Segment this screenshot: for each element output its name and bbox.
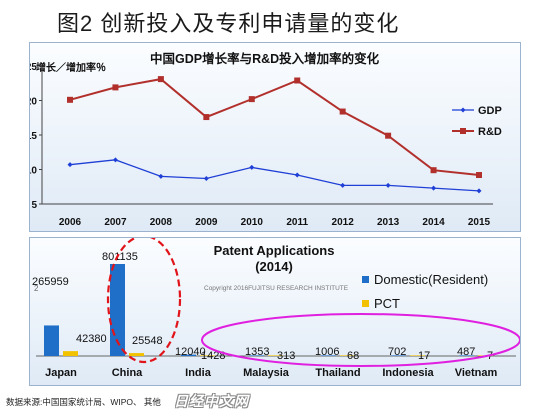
- data-label-pct: 68: [347, 350, 359, 362]
- data-label-domestic: 487: [457, 346, 475, 358]
- x-tick-label: Malaysia: [243, 367, 290, 379]
- rd-point: [248, 96, 255, 103]
- x-tick-label: 2007: [104, 217, 127, 228]
- x-tick-label: 2009: [195, 217, 218, 228]
- x-tick-label: China: [112, 367, 143, 379]
- y-tick-label: 5: [31, 200, 37, 211]
- legend-label-pct: PCT: [374, 296, 400, 311]
- x-tick-label: Vietnam: [455, 367, 498, 379]
- x-tick-label: 2011: [286, 217, 308, 228]
- bar-pct: [410, 355, 425, 356]
- rd-point: [203, 114, 210, 121]
- legend-swatch-domestic: [362, 276, 369, 283]
- bar-pct: [268, 355, 283, 356]
- asia-highlight-ellipse: [201, 313, 520, 367]
- data-label-domestic: 12040: [175, 346, 206, 358]
- watermark-logo: 日经中文网: [174, 393, 249, 409]
- axis-mark: 2: [34, 284, 39, 293]
- data-label-pct: 25548: [132, 335, 163, 347]
- bar-pct: [129, 353, 144, 356]
- rd-point: [157, 76, 164, 83]
- rd-point: [476, 172, 482, 179]
- legend-marker: [460, 128, 466, 134]
- data-label-domestic: 265959: [32, 276, 69, 288]
- y-axis-label: 增长／增加率％: [36, 61, 106, 74]
- series-line-rd: [69, 78, 480, 177]
- data-label-pct: 1428: [201, 350, 225, 362]
- series-line-gdp: [69, 159, 480, 192]
- data-label-pct: 313: [277, 350, 295, 362]
- y-tick-label: 10: [30, 166, 37, 177]
- china-highlight-ellipse: [106, 238, 182, 364]
- gdp-point: [67, 162, 73, 168]
- x-tick-label: 2010: [241, 217, 264, 228]
- data-label-domestic: 702: [388, 346, 406, 358]
- rd-point: [112, 84, 119, 91]
- bar-pct: [340, 355, 355, 356]
- x-tick-label: Japan: [45, 367, 77, 379]
- legend-swatch-pct: [362, 300, 369, 307]
- y-tick-label: 25: [30, 62, 37, 73]
- x-tick-label: 2006: [59, 217, 82, 228]
- x-tick-label: 2012: [332, 217, 355, 228]
- gdp-point: [476, 188, 482, 194]
- data-label-pct: 42380: [76, 333, 107, 345]
- legend-marker: [460, 107, 466, 113]
- data-label-domestic: 801135: [102, 251, 138, 263]
- x-tick-label: 2014: [422, 217, 445, 228]
- bar-domestic: [321, 355, 336, 356]
- copyright-note: Copyright 2016FUJITSU RESEARCH INSTITUTE: [204, 285, 349, 292]
- bar-domestic: [44, 325, 59, 356]
- gdp-point: [431, 185, 437, 191]
- data-label-pct: 17: [418, 350, 430, 362]
- line-chart-title: 中国GDP增长率与R&D投入增加率的变化: [150, 51, 380, 66]
- x-tick-label: 2015: [468, 217, 491, 228]
- x-tick-label: 2008: [150, 217, 173, 228]
- bar-chart: Patent Applications(2014) Copyright 2016F…: [32, 238, 520, 379]
- gdp-point: [112, 157, 118, 163]
- page-title: 图2 创新投入及专利申请量的变化: [57, 11, 400, 36]
- data-label-domestic: 1006: [315, 346, 339, 358]
- gdp-point: [203, 175, 209, 181]
- gdp-point: [249, 164, 255, 170]
- x-tick-label: Thailand: [315, 367, 360, 379]
- bar-domestic: [249, 355, 264, 356]
- x-tick-label: 2013: [377, 217, 400, 228]
- gdp-point: [158, 173, 164, 179]
- y-tick-label: 20: [30, 97, 37, 108]
- bar-pct: [200, 355, 215, 356]
- rd-point: [385, 132, 392, 139]
- y-tick-label: 15: [30, 131, 37, 142]
- data-label-domestic: 1353: [245, 346, 269, 358]
- x-tick-label: India: [185, 367, 212, 379]
- rd-point: [339, 108, 346, 115]
- legend-label: GDP: [478, 105, 502, 117]
- bar-domestic: [181, 354, 196, 356]
- bar-domestic: [459, 355, 474, 356]
- gdp-point: [385, 182, 391, 188]
- bar-chart-panel: Patent Applications (2014) Copyright 2016F…: [29, 237, 521, 386]
- rd-point: [67, 96, 73, 103]
- rd-point: [430, 167, 437, 174]
- bar-chart-subtitle: (2014): [255, 259, 293, 274]
- x-tick-label: Indonesia: [382, 367, 434, 379]
- bar-chart-title: Patent Applications: [214, 243, 335, 258]
- source-footer: 数据来源:中国国家统计局、WIPO、 其他: [6, 397, 161, 407]
- bar-pct: [63, 351, 78, 356]
- legend-label: R&D: [478, 126, 502, 138]
- rd-point: [294, 77, 301, 84]
- bar-domestic: [391, 355, 406, 356]
- gdp-point: [340, 182, 346, 188]
- gdp-point: [294, 172, 300, 178]
- legend-label-domestic: Domestic(Resident): [374, 272, 488, 287]
